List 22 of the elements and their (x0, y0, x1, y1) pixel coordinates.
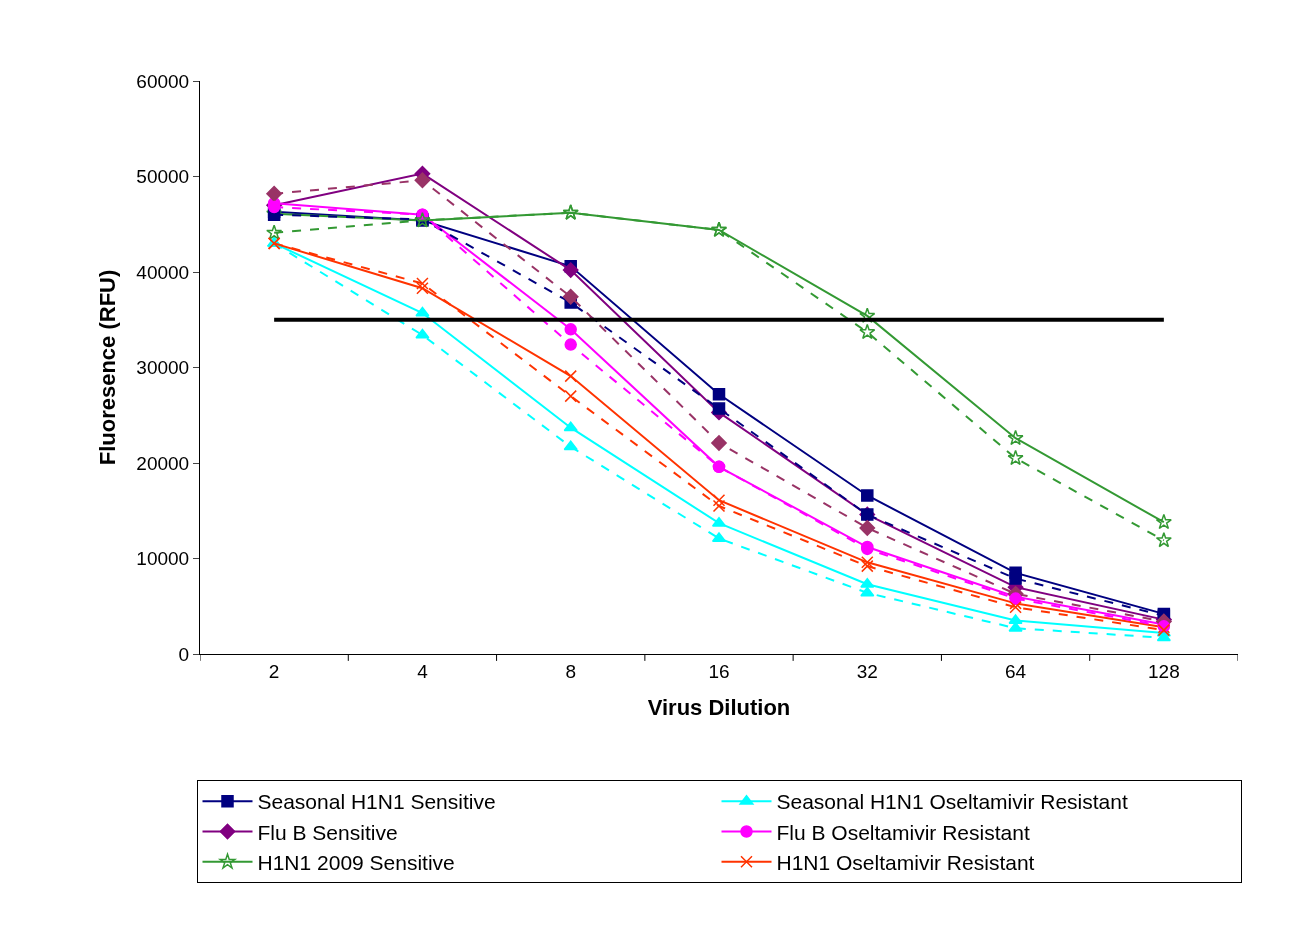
x-tick-label: 32 (856, 660, 878, 682)
y-tick-label: 20000 (136, 452, 190, 474)
y-tick-label: 10000 (136, 548, 190, 570)
x-tick-label: 4 (417, 660, 429, 682)
legend-label: Flu B Oseltamivir Resistant (776, 820, 1030, 844)
y-tick-label: 50000 (136, 166, 190, 188)
legend-label: Seasonal H1N1 Sensitive (257, 790, 496, 814)
x-tick-label: 64 (1005, 660, 1027, 682)
x-tick-label: 16 (708, 660, 730, 682)
y-tick-label: 60000 (136, 70, 190, 92)
y-axis-title: Fluoresence (RFU) (95, 269, 121, 466)
y-tick-label: 30000 (136, 357, 190, 379)
y-tick-label: 0 (178, 643, 190, 665)
x-axis-title: Virus Dilution (647, 694, 791, 720)
legend-label: Seasonal H1N1 Oseltamivir Resistant (776, 790, 1128, 814)
x-tick-label: 8 (565, 660, 576, 682)
x-tick-label: 128 (1148, 660, 1180, 682)
x-tick-label: 2 (268, 660, 280, 682)
legend-label: H1N1 2009 Sensitive (257, 851, 455, 874)
y-tick-label: 40000 (136, 261, 190, 283)
legend-label: H1N1 Oseltamivir Resistant (776, 851, 1035, 874)
legend-label: Flu B Sensitive (257, 820, 398, 844)
